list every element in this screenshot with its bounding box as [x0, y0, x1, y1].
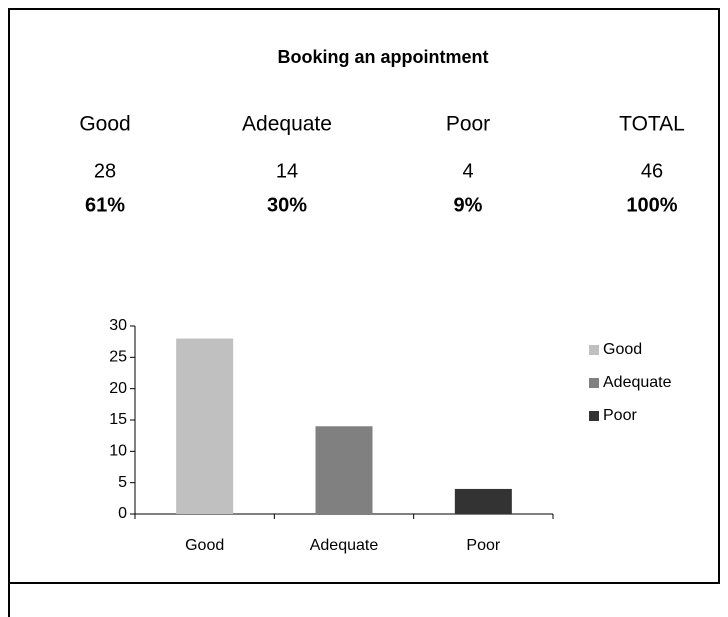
legend-label: Good: [603, 341, 642, 358]
bar: [176, 338, 234, 514]
legend-swatch: [589, 345, 599, 355]
y-tick-label: 15: [109, 411, 127, 428]
legend-swatch: [589, 411, 599, 421]
count: 14: [276, 160, 298, 182]
x-tick-label: Good: [185, 537, 224, 554]
column-header: Good: [79, 113, 130, 136]
column-header: Adequate: [242, 113, 332, 136]
y-tick-label: 20: [109, 380, 127, 397]
column-header: TOTAL: [619, 113, 685, 136]
legend-swatch: [589, 378, 599, 388]
count: 46: [641, 160, 663, 182]
y-tick-label: 30: [109, 317, 127, 334]
x-tick-label: Poor: [466, 537, 500, 554]
percent: 100%: [626, 194, 677, 216]
y-tick-label: 0: [118, 505, 127, 522]
percent: 9%: [454, 194, 483, 216]
legend-label: Adequate: [603, 374, 672, 391]
column-header: Poor: [446, 113, 490, 136]
y-tick-label: 25: [109, 349, 127, 366]
percent: 61%: [85, 194, 125, 216]
title: Booking an appointment: [278, 47, 489, 67]
frame: [8, 8, 720, 584]
bar: [454, 488, 512, 514]
count: 28: [94, 160, 116, 182]
y-tick-label: 10: [109, 443, 127, 460]
count: 4: [462, 160, 473, 182]
x-tick-label: Adequate: [310, 537, 379, 554]
legend-label: Poor: [603, 407, 637, 424]
percent: 30%: [267, 194, 307, 216]
y-tick-label: 5: [118, 474, 127, 491]
bar: [315, 426, 373, 514]
